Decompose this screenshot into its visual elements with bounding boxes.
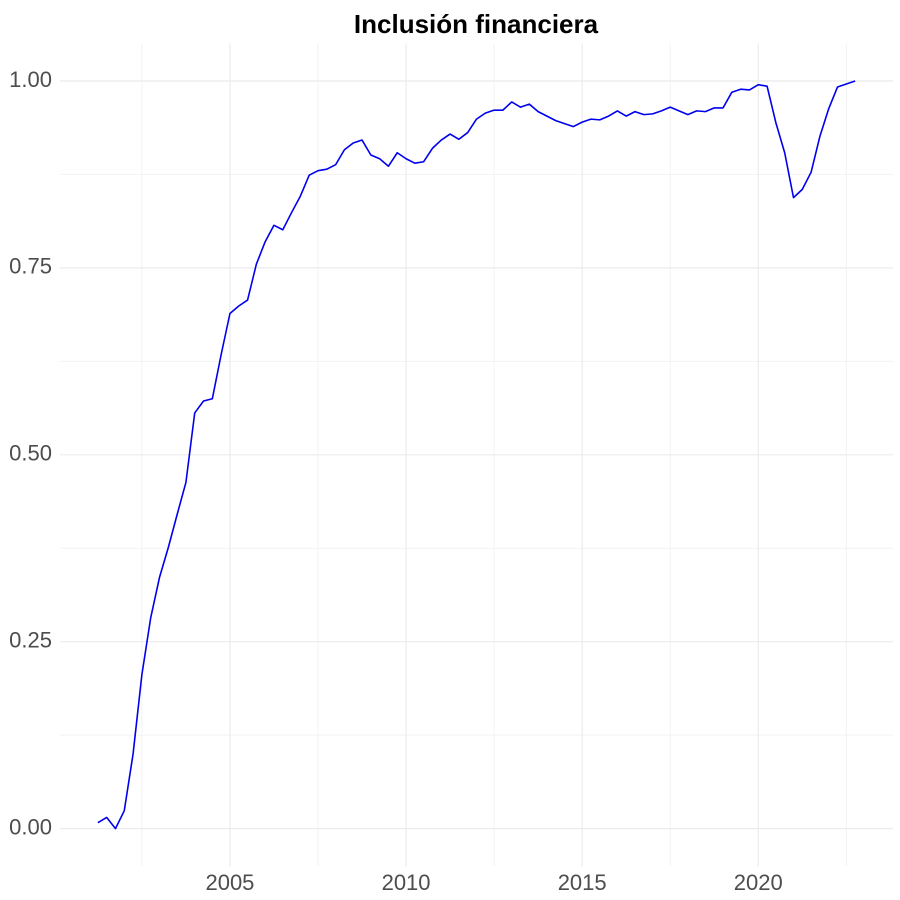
y-tick-label: 0.50 [9, 441, 52, 466]
x-tick-label: 2020 [734, 870, 783, 895]
chart-title: Inclusión financiera [354, 9, 599, 39]
x-tick-label: 2015 [558, 870, 607, 895]
x-tick-label: 2005 [205, 870, 254, 895]
y-tick-label: 1.00 [9, 67, 52, 92]
line-series [97, 80, 856, 830]
y-tick-label: 0.00 [9, 814, 52, 839]
x-tick-label: 2010 [382, 870, 431, 895]
y-tick-label: 0.75 [9, 254, 52, 279]
y-tick-label: 0.25 [9, 628, 52, 653]
